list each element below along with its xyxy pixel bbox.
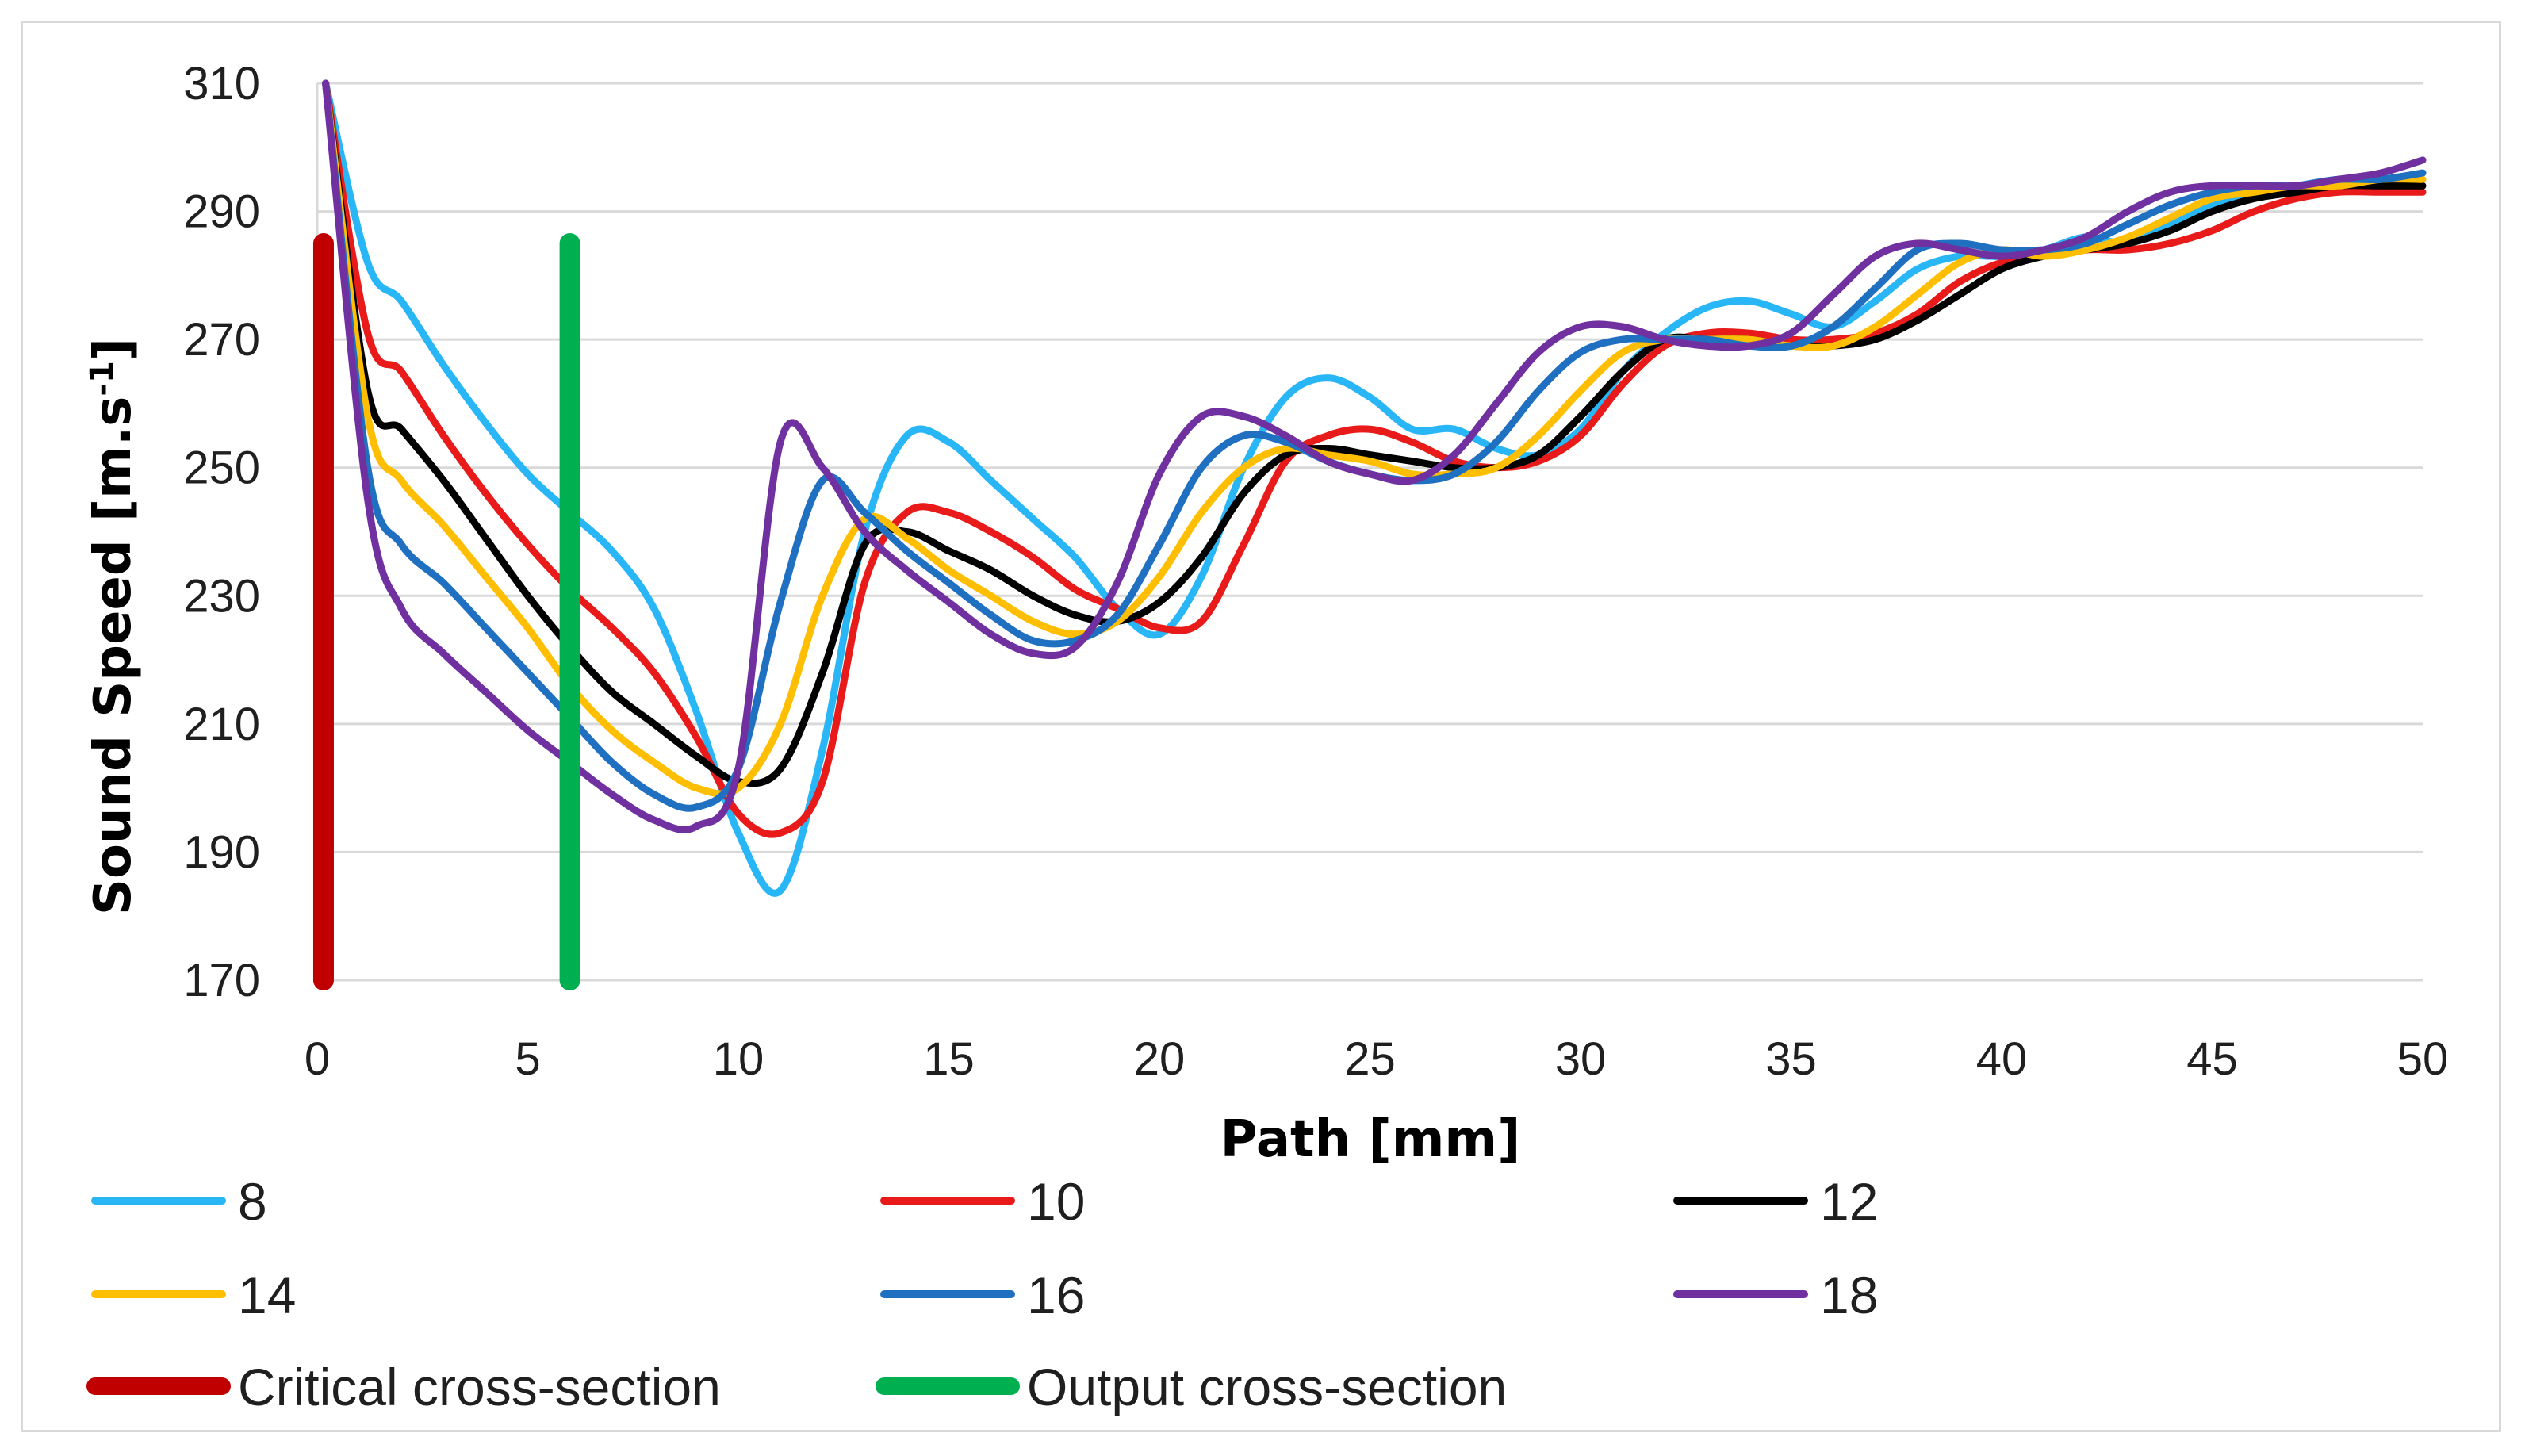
- legend-label-18: 18: [1820, 1266, 1878, 1324]
- y-tick-label: 170: [183, 955, 260, 1006]
- legend-label-8: 8: [238, 1172, 267, 1231]
- gridlines: [316, 82, 2423, 982]
- y-tick-labels: 170 190 210 230 250 270 290 310: [183, 58, 260, 1006]
- y-tick-label: 290: [183, 186, 260, 238]
- y-tick-label: 230: [183, 570, 260, 622]
- chart-frame: [21, 21, 2501, 1432]
- legend-label-12: 12: [1820, 1172, 1878, 1231]
- y-tick-label: 250: [183, 443, 260, 494]
- x-tick-labels: 0 5 10 15 20 25 30 35 40 45 50: [305, 1033, 2448, 1085]
- x-tick-label: 20: [1134, 1033, 1186, 1085]
- y-axis-title-main: Sound Speed [m.s: [84, 397, 143, 915]
- y-tick-label: 190: [183, 826, 260, 878]
- legend-label-critical: Critical cross-section: [238, 1358, 721, 1416]
- x-axis-title: Path [mm]: [1220, 1110, 1521, 1169]
- series-lines: [322, 79, 2427, 897]
- y-tick-label: 270: [183, 314, 260, 366]
- x-tick-label: 35: [1765, 1033, 1817, 1085]
- x-tick-label: 30: [1555, 1033, 1607, 1085]
- y-tick-label: 310: [183, 58, 260, 109]
- y-tick-label: 210: [183, 699, 260, 750]
- y-axis-title: Sound Speed [m.s-1]: [84, 338, 143, 915]
- x-tick-label: 45: [2186, 1033, 2238, 1085]
- legend-label-14: 14: [238, 1266, 296, 1324]
- legend: 8 10 12 14 16 18 Critical cross-section Output …: [86, 1172, 1878, 1416]
- x-tick-label: 10: [713, 1033, 764, 1085]
- x-tick-label: 40: [1976, 1033, 2028, 1085]
- x-tick-label: 5: [515, 1033, 540, 1085]
- x-tick-label: 25: [1344, 1033, 1396, 1085]
- legend-label-output: Output cross-section: [1027, 1358, 1507, 1416]
- x-tick-label: 15: [923, 1033, 975, 1085]
- y-axis-title-superscript: -1: [84, 361, 121, 396]
- x-tick-label: 0: [305, 1033, 330, 1085]
- legend-label-10: 10: [1027, 1172, 1085, 1231]
- x-tick-label: 50: [2397, 1033, 2449, 1085]
- series-line-14: [322, 79, 2427, 798]
- series-line-18: [322, 79, 2427, 833]
- cross-section-markers: [312, 232, 580, 990]
- y-axis-title-end: ]: [84, 338, 143, 361]
- series-line-8: [322, 79, 2427, 897]
- series-line-16: [322, 79, 2427, 812]
- legend-label-16: 16: [1027, 1266, 1085, 1324]
